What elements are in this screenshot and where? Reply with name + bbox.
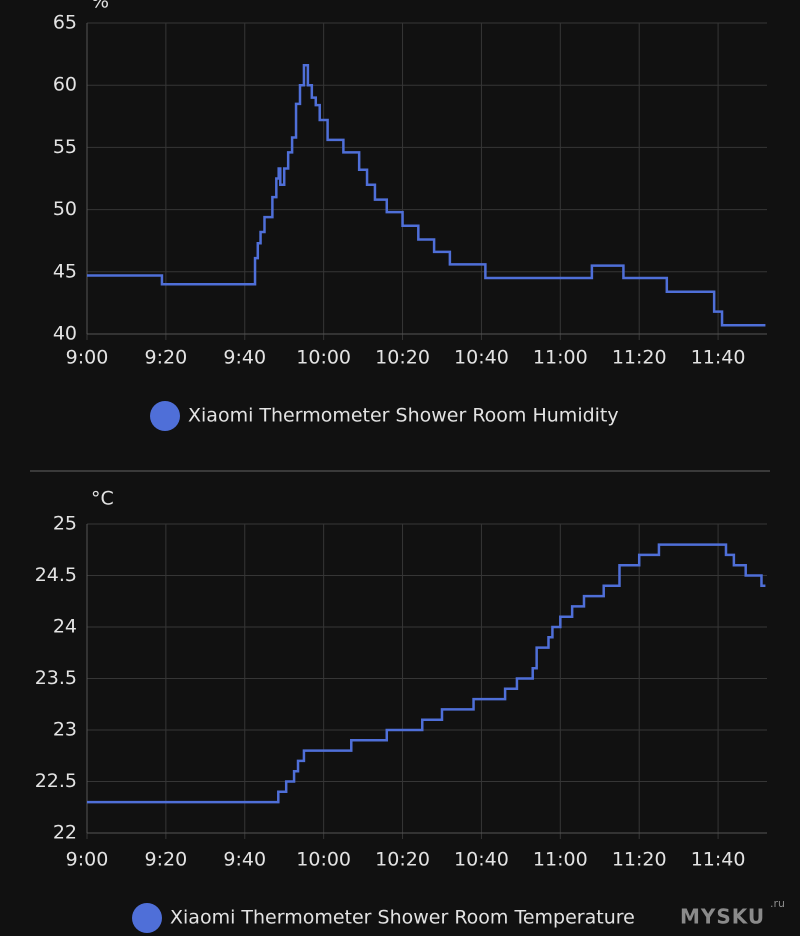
y-tick-label: 50 xyxy=(53,198,77,220)
x-tick-label: 10:20 xyxy=(375,849,430,871)
x-tick-label: 9:00 xyxy=(66,347,109,369)
y-unit: °C xyxy=(91,488,114,510)
x-tick-label: 11:40 xyxy=(691,347,746,369)
y-tick-label: 60 xyxy=(53,74,77,96)
x-tick-label: 10:00 xyxy=(296,347,351,369)
y-tick-label: 25 xyxy=(53,513,77,535)
x-tick-label: 11:00 xyxy=(533,347,588,369)
x-tick-label: 10:20 xyxy=(375,347,430,369)
watermark-suffix: .ru xyxy=(770,897,785,910)
y-tick-label: 23.5 xyxy=(35,667,77,689)
y-tick-label: 23 xyxy=(53,719,77,741)
y-tick-label: 24 xyxy=(53,616,77,638)
x-tick-label: 11:20 xyxy=(612,347,667,369)
y-tick-label: 65 xyxy=(53,12,77,34)
x-tick-label: 9:20 xyxy=(145,849,188,871)
data-line xyxy=(87,64,766,327)
y-tick-label: 55 xyxy=(53,136,77,158)
legend-label: Xiaomi Thermometer Shower Room Temperatu… xyxy=(170,907,635,929)
x-tick-label: 9:40 xyxy=(223,347,266,369)
legend-label: Xiaomi Thermometer Shower Room Humidity xyxy=(188,405,619,427)
legend-swatch xyxy=(150,401,180,431)
y-tick-label: 40 xyxy=(53,323,77,345)
x-tick-label: 10:00 xyxy=(296,849,351,871)
watermark: MYSKU xyxy=(680,905,765,929)
y-tick-label: 22.5 xyxy=(35,770,77,792)
y-tick-label: 45 xyxy=(53,260,77,282)
y-tick-label: 22 xyxy=(53,822,77,844)
data-line xyxy=(87,543,766,804)
x-tick-label: 10:40 xyxy=(454,347,509,369)
y-unit: % xyxy=(91,0,109,13)
legend-swatch xyxy=(132,903,162,933)
x-tick-label: 10:40 xyxy=(454,849,509,871)
y-tick-label: 24.5 xyxy=(35,564,77,586)
x-tick-label: 11:20 xyxy=(612,849,667,871)
x-tick-label: 11:00 xyxy=(533,849,588,871)
x-tick-label: 9:20 xyxy=(145,347,188,369)
x-tick-label: 9:40 xyxy=(223,849,266,871)
x-tick-label: 9:00 xyxy=(66,849,109,871)
x-tick-label: 11:40 xyxy=(691,849,746,871)
